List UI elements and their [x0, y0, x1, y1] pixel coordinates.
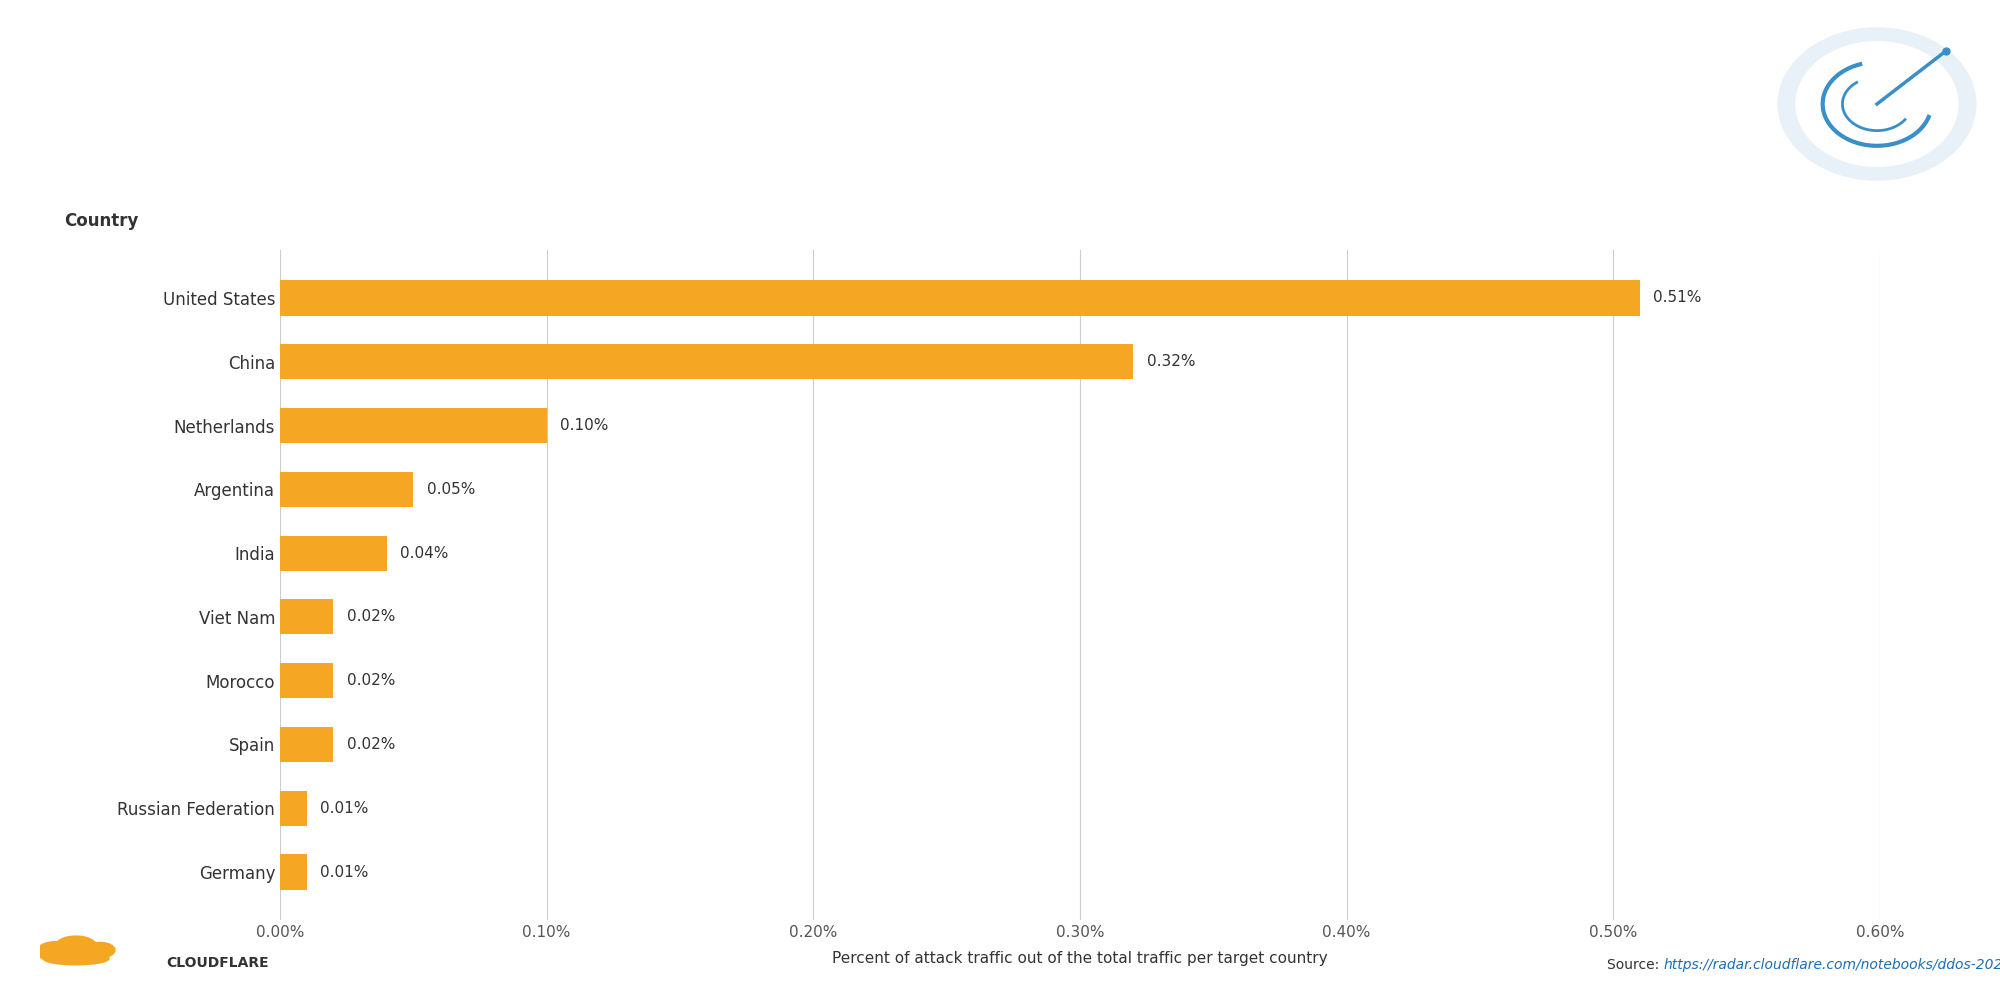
Bar — [280, 536, 386, 571]
Bar — [280, 344, 1134, 379]
Text: 0.10%: 0.10% — [560, 418, 608, 433]
Text: 0.01%: 0.01% — [320, 801, 368, 816]
Bar — [280, 599, 334, 634]
Bar — [280, 408, 546, 443]
Text: DDoS activity by target country: DDoS activity by target country — [50, 64, 992, 116]
Text: CLOUDFLARE: CLOUDFLARE — [166, 956, 268, 970]
Text: 0.04%: 0.04% — [400, 546, 448, 561]
Text: 0.51%: 0.51% — [1654, 290, 1702, 305]
Text: Source:: Source: — [1606, 958, 1664, 972]
Circle shape — [1796, 42, 1958, 166]
Bar — [280, 791, 306, 826]
Text: Country: Country — [64, 212, 138, 230]
Circle shape — [1778, 28, 1976, 180]
Text: 0.01%: 0.01% — [320, 865, 368, 880]
Text: 0.02%: 0.02% — [346, 737, 396, 752]
Text: 0.32%: 0.32% — [1146, 354, 1196, 369]
Bar — [280, 854, 306, 890]
Text: 0.02%: 0.02% — [346, 609, 396, 624]
Text: 0.02%: 0.02% — [346, 673, 396, 688]
Text: 0.05%: 0.05% — [426, 482, 476, 497]
Ellipse shape — [44, 952, 108, 965]
Ellipse shape — [84, 942, 116, 958]
X-axis label: Percent of attack traffic out of the total traffic per target country: Percent of attack traffic out of the tot… — [832, 951, 1328, 966]
Bar — [280, 727, 334, 762]
Ellipse shape — [36, 942, 72, 961]
Bar — [280, 280, 1640, 316]
Ellipse shape — [56, 936, 96, 957]
Bar — [280, 663, 334, 698]
Text: https://radar.cloudflare.com/notebooks/ddos-2021-q2: https://radar.cloudflare.com/notebooks/d… — [1664, 958, 2000, 972]
Bar — [280, 472, 414, 507]
